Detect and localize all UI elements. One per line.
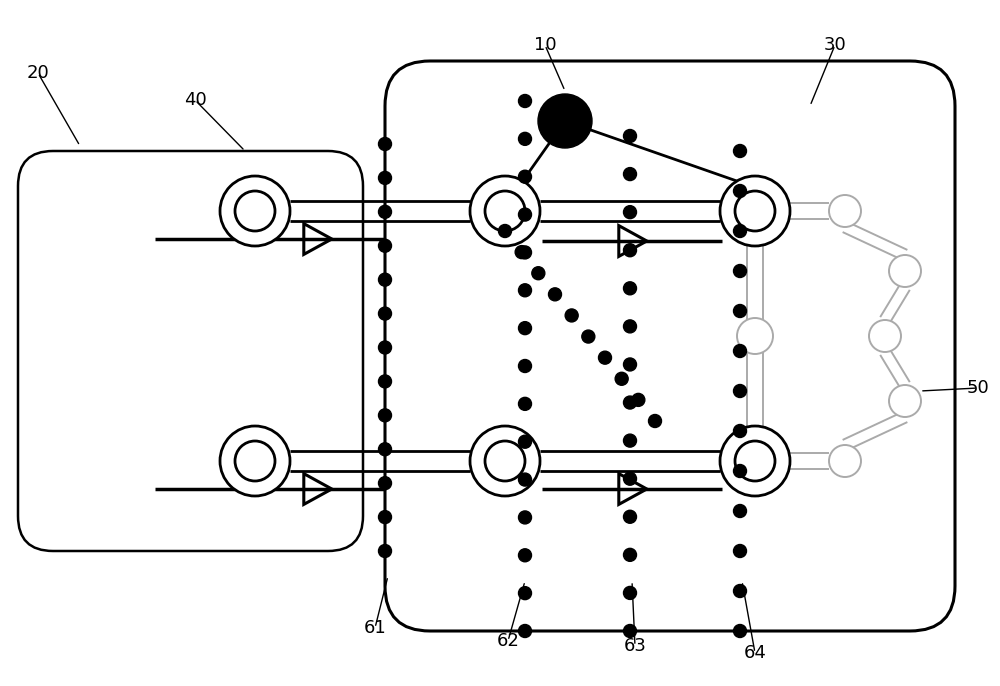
- Circle shape: [518, 95, 532, 108]
- Circle shape: [518, 208, 532, 221]
- Circle shape: [518, 549, 532, 562]
- Circle shape: [734, 624, 746, 637]
- Circle shape: [734, 584, 746, 598]
- Text: 40: 40: [184, 91, 206, 109]
- Circle shape: [869, 320, 901, 352]
- Circle shape: [737, 318, 773, 354]
- Circle shape: [498, 224, 512, 237]
- Circle shape: [829, 195, 861, 227]
- Circle shape: [220, 426, 290, 496]
- Circle shape: [624, 358, 637, 371]
- Circle shape: [378, 137, 392, 150]
- Circle shape: [598, 351, 612, 364]
- Circle shape: [378, 172, 392, 185]
- Circle shape: [235, 191, 275, 231]
- Circle shape: [889, 385, 921, 417]
- Circle shape: [485, 191, 525, 231]
- Circle shape: [378, 375, 392, 388]
- Circle shape: [720, 176, 790, 246]
- Circle shape: [378, 273, 392, 286]
- Circle shape: [720, 426, 790, 496]
- Circle shape: [470, 426, 540, 496]
- Circle shape: [378, 442, 392, 456]
- Circle shape: [470, 176, 540, 246]
- Circle shape: [624, 548, 637, 561]
- Circle shape: [518, 132, 532, 145]
- Circle shape: [624, 167, 637, 180]
- Circle shape: [734, 425, 746, 438]
- Circle shape: [648, 414, 662, 427]
- Circle shape: [624, 472, 637, 485]
- Circle shape: [735, 441, 775, 481]
- Circle shape: [734, 224, 746, 237]
- Circle shape: [378, 545, 392, 558]
- Circle shape: [485, 441, 525, 481]
- Circle shape: [538, 94, 592, 148]
- Circle shape: [518, 397, 532, 410]
- Text: 61: 61: [364, 619, 386, 637]
- Circle shape: [378, 341, 392, 354]
- Circle shape: [378, 307, 392, 320]
- Circle shape: [624, 510, 637, 523]
- Text: 10: 10: [534, 36, 556, 54]
- Circle shape: [624, 434, 637, 447]
- Circle shape: [565, 309, 578, 322]
- Circle shape: [518, 435, 532, 448]
- Circle shape: [378, 239, 392, 252]
- Circle shape: [235, 441, 275, 481]
- Circle shape: [734, 545, 746, 558]
- Text: 63: 63: [624, 637, 646, 655]
- Circle shape: [378, 510, 392, 523]
- Text: 62: 62: [497, 632, 519, 650]
- Circle shape: [734, 504, 746, 517]
- Text: 50: 50: [967, 379, 989, 397]
- Circle shape: [734, 185, 746, 198]
- Circle shape: [734, 145, 746, 158]
- Circle shape: [518, 473, 532, 486]
- Circle shape: [518, 624, 532, 637]
- Circle shape: [624, 206, 637, 219]
- Circle shape: [734, 384, 746, 397]
- Circle shape: [734, 265, 746, 278]
- Circle shape: [624, 587, 637, 600]
- Circle shape: [829, 445, 861, 477]
- Circle shape: [518, 587, 532, 600]
- Circle shape: [735, 191, 775, 231]
- Circle shape: [515, 246, 528, 259]
- Circle shape: [548, 288, 562, 301]
- Circle shape: [624, 396, 637, 409]
- Text: 64: 64: [744, 644, 766, 662]
- Circle shape: [518, 246, 532, 259]
- Circle shape: [220, 176, 290, 246]
- Circle shape: [624, 320, 637, 333]
- Circle shape: [378, 205, 392, 218]
- Circle shape: [582, 330, 595, 343]
- Circle shape: [518, 322, 532, 335]
- Circle shape: [889, 255, 921, 287]
- Circle shape: [378, 477, 392, 490]
- Circle shape: [518, 359, 532, 372]
- Text: 30: 30: [824, 36, 846, 54]
- Circle shape: [378, 409, 392, 422]
- Circle shape: [624, 130, 637, 143]
- Circle shape: [632, 393, 645, 406]
- Circle shape: [518, 170, 532, 183]
- Circle shape: [518, 511, 532, 524]
- Circle shape: [624, 244, 637, 257]
- Circle shape: [624, 624, 637, 637]
- Circle shape: [734, 344, 746, 357]
- Circle shape: [518, 284, 532, 297]
- Text: 20: 20: [27, 64, 49, 82]
- Circle shape: [615, 372, 628, 386]
- Circle shape: [734, 305, 746, 318]
- Circle shape: [624, 282, 637, 295]
- Circle shape: [734, 464, 746, 477]
- Circle shape: [532, 267, 545, 280]
